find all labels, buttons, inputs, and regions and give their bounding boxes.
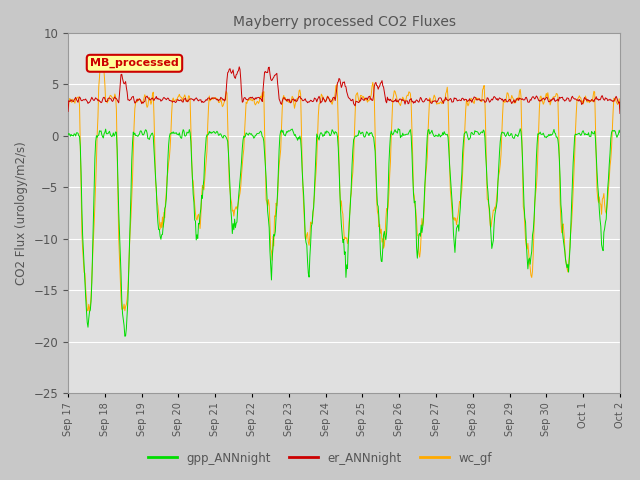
Legend: gpp_ANNnight, er_ANNnight, wc_gf: gpp_ANNnight, er_ANNnight, wc_gf	[143, 447, 497, 469]
Text: MB_processed: MB_processed	[90, 58, 179, 69]
Title: Mayberry processed CO2 Fluxes: Mayberry processed CO2 Fluxes	[232, 15, 456, 29]
Y-axis label: CO2 Flux (urology/m2/s): CO2 Flux (urology/m2/s)	[15, 141, 28, 285]
